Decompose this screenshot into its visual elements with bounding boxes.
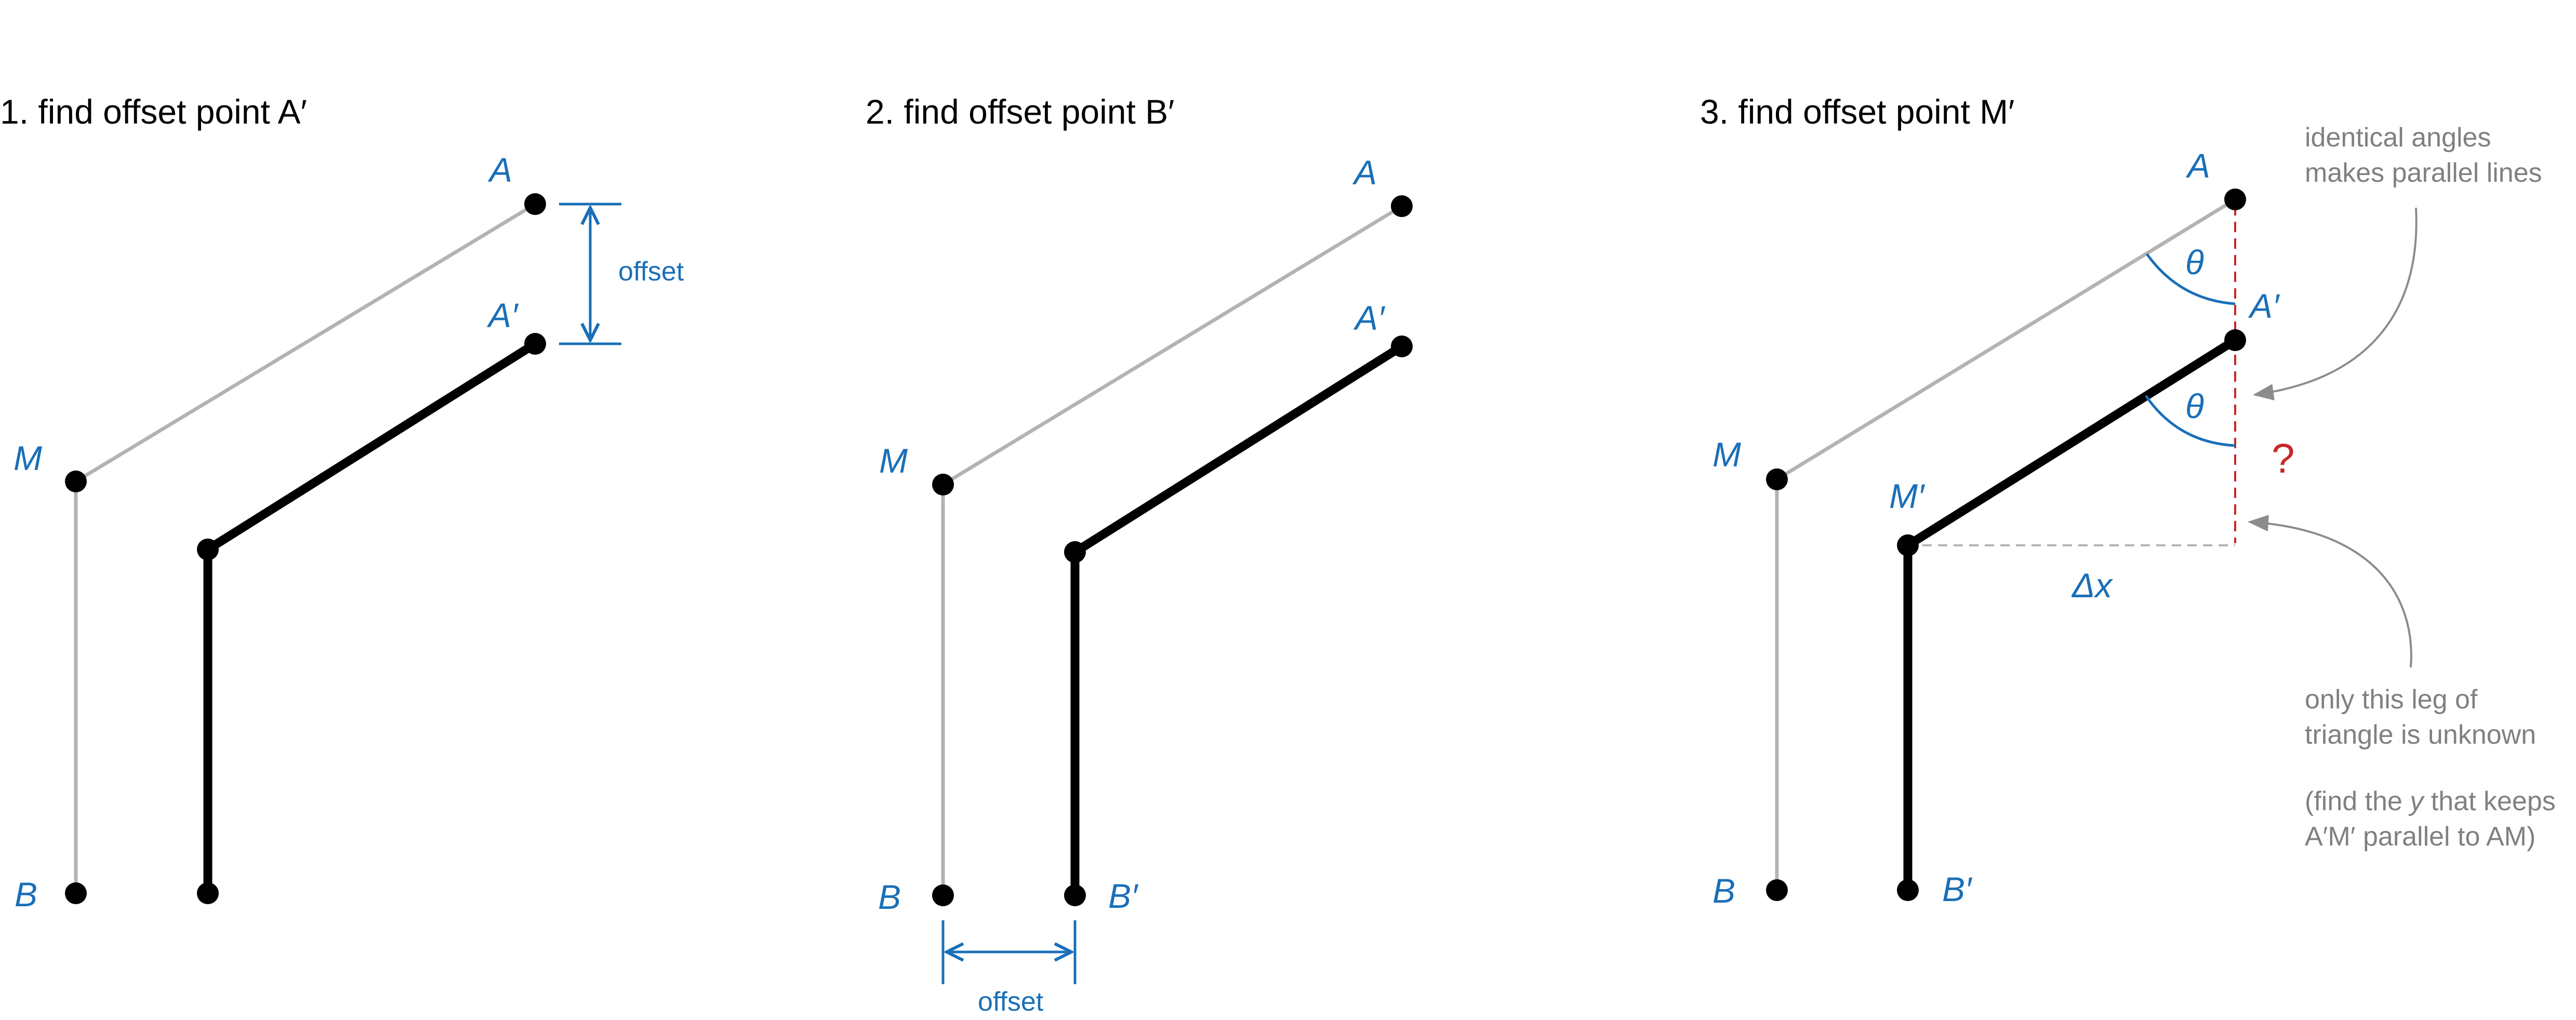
panel-3: 3. find offset point M′ A A′ M M′ B B′ θ… bbox=[1700, 92, 2556, 910]
note-find-part-2: that keeps bbox=[2423, 786, 2555, 816]
offset-label-p2: offset bbox=[978, 987, 1044, 1017]
panel-1: 1. find offset point A′ offset A A′ M B bbox=[0, 92, 684, 914]
panel-1-title: 1. find offset point A′ bbox=[0, 92, 307, 131]
note-angles-line-1: identical angles bbox=[2305, 123, 2491, 153]
note-find-line-2: A′M′ parallel to AM) bbox=[2305, 822, 2535, 852]
panel-2: 2. find offset point B′ offset A A′ M B … bbox=[866, 92, 1413, 1017]
callout-arrow-leg bbox=[2248, 515, 2412, 668]
point-a-p1 bbox=[524, 193, 546, 215]
label-b-p2: B bbox=[878, 878, 901, 916]
label-m-p3: M bbox=[1712, 435, 1741, 474]
point-m-prime-p3 bbox=[1897, 534, 1919, 556]
note-find-variable: y bbox=[2408, 786, 2425, 816]
point-b-prime-p1 bbox=[197, 882, 219, 904]
note-leg-line-2: triangle is unknown bbox=[2305, 720, 2536, 750]
offset-path-p2 bbox=[1070, 342, 1406, 900]
panel-3-title: 3. find offset point M′ bbox=[1700, 92, 2015, 131]
point-b-p3 bbox=[1766, 879, 1788, 901]
label-m-p2: M bbox=[879, 441, 908, 480]
label-a-prime-p3: A′ bbox=[2248, 287, 2280, 325]
label-a-p2: A bbox=[1352, 153, 1377, 192]
point-b-p2 bbox=[932, 884, 954, 906]
callout-arrow-angles bbox=[2253, 207, 2418, 400]
label-b-prime-p3: B′ bbox=[1942, 870, 1973, 908]
point-m-p1 bbox=[65, 471, 87, 492]
label-b-p1: B bbox=[15, 875, 37, 914]
point-m-p2 bbox=[932, 474, 954, 495]
delta-x-label: Δx bbox=[2071, 566, 2113, 605]
theta-label-lower: θ bbox=[2185, 387, 2204, 425]
label-m-p1: M bbox=[14, 439, 42, 477]
point-a-prime-p2 bbox=[1391, 335, 1413, 357]
point-b-prime-p2 bbox=[1064, 884, 1086, 906]
label-b-p3: B bbox=[1712, 871, 1735, 910]
theta-arc-upper bbox=[2145, 253, 2236, 305]
label-a-p1: A bbox=[487, 151, 512, 189]
point-m-prime-p2 bbox=[1064, 541, 1086, 563]
unknown-question-mark: ? bbox=[2272, 435, 2295, 481]
point-b-p1 bbox=[65, 882, 87, 904]
label-a-p3: A bbox=[2185, 146, 2210, 185]
label-a-prime-p2: A′ bbox=[1353, 299, 1386, 337]
point-m-prime-p1 bbox=[197, 539, 219, 560]
point-b-prime-p3 bbox=[1897, 879, 1919, 901]
offset-label-p1: offset bbox=[618, 257, 684, 287]
theta-label-upper: θ bbox=[2185, 243, 2204, 281]
point-a-p2 bbox=[1391, 195, 1413, 217]
theta-arc-lower bbox=[2144, 395, 2236, 447]
note-find-line-1: (find the y that keeps bbox=[2305, 786, 2556, 816]
point-a-prime-p3 bbox=[2224, 329, 2246, 351]
point-a-p3 bbox=[2224, 189, 2246, 210]
panel-2-title: 2. find offset point B′ bbox=[866, 92, 1175, 131]
label-m-prime-p3: M′ bbox=[1889, 477, 1926, 515]
note-angles-line-2: makes parallel lines bbox=[2305, 158, 2542, 188]
point-m-p3 bbox=[1766, 468, 1788, 490]
offset-path-p1 bbox=[203, 339, 540, 898]
label-b-prime-p2: B′ bbox=[1108, 877, 1139, 915]
note-leg-line-1: only this leg of bbox=[2305, 685, 2478, 715]
original-path-p2 bbox=[941, 204, 1404, 897]
note-find-part-1: (find the bbox=[2305, 786, 2410, 816]
original-path-p1 bbox=[74, 202, 537, 895]
label-a-prime-p1: A′ bbox=[486, 296, 519, 334]
point-a-prime-p1 bbox=[524, 333, 546, 355]
